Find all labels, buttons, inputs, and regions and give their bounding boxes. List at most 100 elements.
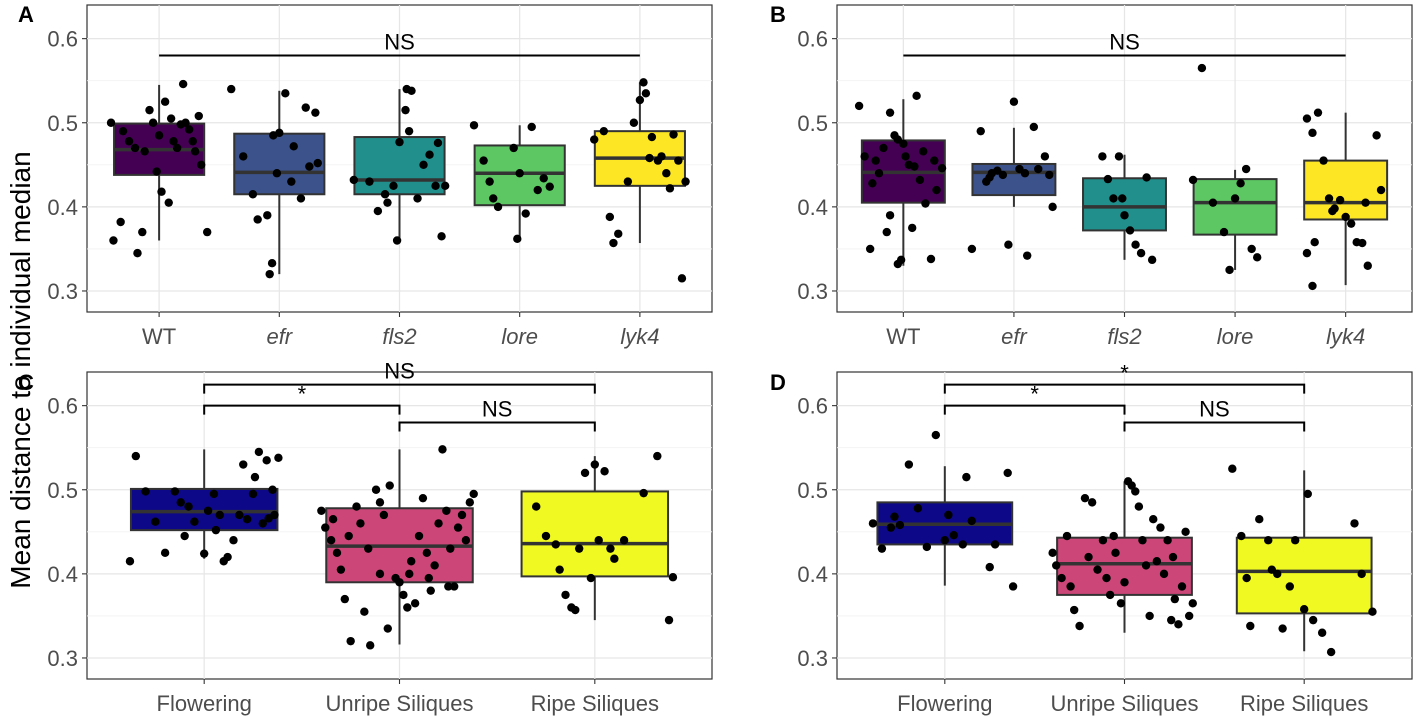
data-point xyxy=(944,510,953,520)
data-point xyxy=(874,169,884,178)
data-point xyxy=(932,185,941,195)
data-point xyxy=(1109,531,1118,541)
data-point xyxy=(109,236,118,245)
data-point xyxy=(188,137,197,146)
data-point xyxy=(449,582,459,591)
significance-label: * xyxy=(1120,361,1129,386)
data-point xyxy=(1120,211,1129,220)
data-point xyxy=(414,531,424,541)
data-point xyxy=(674,156,683,165)
y-tick-label: 0.6 xyxy=(797,394,828,419)
data-point xyxy=(639,78,648,87)
data-point xyxy=(594,536,603,545)
data-point xyxy=(949,530,958,540)
data-point xyxy=(239,460,248,469)
data-point xyxy=(1098,536,1108,545)
data-point xyxy=(539,174,548,183)
data-point xyxy=(152,167,161,176)
y-tick-label: 0.3 xyxy=(47,646,78,671)
data-point xyxy=(521,209,530,218)
data-point xyxy=(1087,498,1097,507)
data-point xyxy=(1009,97,1019,106)
data-point xyxy=(133,248,142,258)
data-point xyxy=(599,126,609,136)
data-point xyxy=(1145,611,1154,621)
data-point xyxy=(1120,578,1129,587)
data-point xyxy=(1255,514,1264,524)
data-point xyxy=(515,169,524,178)
data-point xyxy=(1357,569,1366,579)
data-point xyxy=(513,234,522,244)
data-point xyxy=(235,510,244,520)
box xyxy=(1192,178,1278,236)
data-point xyxy=(375,498,385,507)
data-point xyxy=(433,138,443,148)
significance-bracket xyxy=(943,383,1306,394)
data-point xyxy=(1138,536,1147,545)
data-point xyxy=(364,544,373,553)
data-point xyxy=(1363,261,1372,270)
data-point xyxy=(424,573,433,583)
x-tick-label: lore xyxy=(1217,324,1254,349)
data-point xyxy=(1291,536,1300,545)
data-point xyxy=(373,206,383,216)
data-point xyxy=(407,86,416,95)
data-point xyxy=(340,594,350,604)
data-point xyxy=(356,519,365,528)
data-point xyxy=(910,162,919,171)
data-point xyxy=(1029,122,1039,132)
data-point xyxy=(1152,557,1162,566)
data-point xyxy=(1310,237,1319,247)
data-point xyxy=(289,142,298,151)
data-point xyxy=(419,160,428,170)
data-point xyxy=(404,126,414,136)
data-point xyxy=(1136,248,1146,258)
x-tick-label: Flowering xyxy=(897,691,992,716)
data-point xyxy=(202,227,212,237)
data-point xyxy=(1105,590,1115,600)
data-point xyxy=(311,108,320,117)
data-point xyxy=(426,586,435,595)
data-point xyxy=(250,472,260,482)
data-point xyxy=(958,540,967,549)
y-tick-label: 0.6 xyxy=(797,27,828,52)
panel-label: D xyxy=(770,370,786,395)
data-point xyxy=(366,641,375,650)
data-point xyxy=(181,118,190,127)
y-tick-label: 0.4 xyxy=(797,195,828,220)
significance-bracket xyxy=(203,383,596,394)
data-point xyxy=(1252,253,1262,262)
data-point xyxy=(383,198,392,207)
data-point xyxy=(1326,647,1336,657)
significance-bracket xyxy=(398,421,596,432)
data-point xyxy=(668,573,678,582)
data-point xyxy=(346,636,355,646)
data-point xyxy=(1114,152,1124,161)
data-point xyxy=(1177,582,1187,591)
data-point xyxy=(641,89,651,98)
x-tick-label: Ripe Siliques xyxy=(531,691,659,716)
data-point xyxy=(1103,174,1113,184)
data-point xyxy=(196,160,206,170)
data-point xyxy=(600,467,609,476)
data-point xyxy=(442,506,451,515)
data-point xyxy=(272,169,282,178)
y-tick-label: 0.3 xyxy=(47,279,78,304)
data-point xyxy=(681,177,690,186)
data-point xyxy=(209,489,219,499)
data-point xyxy=(1040,152,1050,161)
data-point xyxy=(1118,194,1127,203)
data-point xyxy=(1184,611,1194,621)
significance-bracket xyxy=(203,404,401,415)
data-point xyxy=(1102,573,1111,583)
data-point xyxy=(967,244,977,254)
data-point xyxy=(1188,175,1198,185)
data-point xyxy=(606,544,615,553)
panel-A: 0.3 0.4 0.5 0.6 WT efr fls2 lore lyk4 NS A xyxy=(18,2,713,349)
data-point xyxy=(489,194,498,203)
data-point xyxy=(336,565,346,574)
data-point xyxy=(1181,527,1190,537)
significance-label: NS xyxy=(1109,29,1140,54)
x-tick-label: Flowering xyxy=(157,691,252,716)
data-point xyxy=(281,89,290,98)
